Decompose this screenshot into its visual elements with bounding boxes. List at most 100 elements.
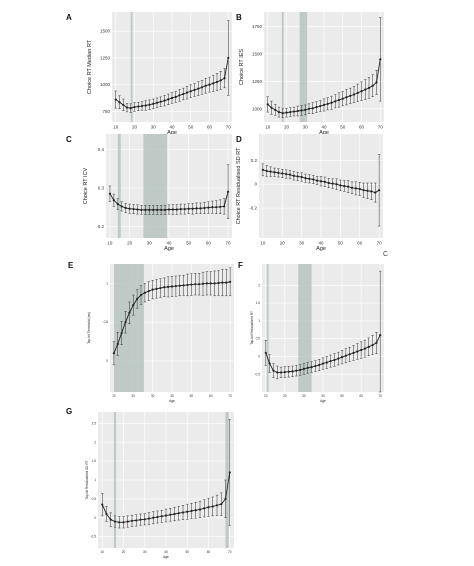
data-point [287, 370, 290, 373]
data-point [325, 361, 328, 364]
x-tick-label: 40 [170, 394, 174, 398]
data-point [224, 497, 227, 500]
data-point [148, 103, 151, 106]
data-point [108, 192, 112, 195]
data-point [129, 107, 132, 110]
data-point [352, 93, 356, 96]
x-tick-label: 70 [226, 241, 232, 246]
data-point [323, 180, 326, 183]
y-tick-label: 2.5 [92, 421, 97, 425]
data-point [173, 512, 176, 516]
data-point [302, 367, 306, 370]
data-point [352, 351, 355, 354]
stray-panel-label: C [383, 251, 388, 258]
y-tick-label: 1250 [252, 79, 263, 84]
data-point [364, 88, 367, 91]
data-point [170, 96, 174, 100]
data-point [285, 172, 288, 176]
data-point [182, 284, 185, 287]
data-point [170, 285, 174, 288]
data-point [174, 95, 177, 99]
y-axis-title: Tap-hit Residualised RT [250, 311, 254, 345]
x-tick-label: 40 [321, 125, 327, 130]
data-point [269, 170, 272, 173]
data-point [227, 56, 230, 60]
data-point [125, 106, 129, 109]
data-point [174, 285, 177, 288]
data-point [296, 175, 299, 178]
highlight-band [281, 12, 284, 122]
data-point [354, 187, 357, 190]
data-point [343, 184, 346, 188]
data-point [194, 509, 197, 512]
chart-panel-c: 10 20 30 40 50 60 70 0.2 0.3 0.4 Age Choice RT ICV C [66, 134, 232, 252]
y-axis-title: Choice RT IES [239, 49, 245, 86]
data-point [221, 281, 224, 284]
panel-letter-g: G [66, 407, 72, 416]
data-point [340, 356, 344, 359]
y-tick-label: 0.5 [256, 337, 261, 341]
x-tick-label: 20 [280, 241, 286, 246]
x-tick-label: 60 [359, 394, 363, 398]
x-tick-label: 70 [377, 241, 383, 246]
y-tick-label: 0 [258, 355, 260, 359]
data-point [144, 208, 147, 211]
data-point [163, 286, 166, 289]
data-point [183, 208, 186, 211]
data-point [190, 283, 193, 286]
data-point [160, 208, 163, 211]
data-point [208, 83, 211, 86]
panel-letter-b: B [236, 13, 242, 22]
x-tick-label: 70 [228, 394, 232, 398]
data-point [194, 283, 197, 286]
y-axis-title: Tap-hit Threshold (ms) [87, 312, 91, 344]
data-point [186, 283, 189, 287]
data-point [272, 369, 275, 372]
data-point [292, 110, 296, 113]
data-point [217, 281, 220, 285]
data-point [304, 108, 307, 111]
data-point [144, 104, 147, 107]
data-point [207, 206, 210, 209]
panel-letter-d: D [236, 135, 242, 144]
data-point [333, 358, 336, 362]
data-point [349, 94, 352, 97]
data-point [205, 282, 208, 285]
data-point [337, 357, 340, 360]
x-tick-label: 20 [131, 394, 135, 398]
data-point [124, 206, 127, 210]
y-tick-label: -0.5 [255, 372, 261, 376]
y-axis-title: Choice RT ICV [83, 167, 89, 204]
data-point [177, 512, 180, 515]
data-point [219, 205, 222, 208]
data-point [367, 345, 370, 348]
data-point [152, 102, 155, 105]
data-point [331, 182, 334, 185]
x-tick-label: 60 [206, 241, 212, 246]
data-point [329, 359, 332, 363]
data-point [169, 513, 172, 516]
data-point [122, 521, 125, 524]
data-point [182, 92, 185, 96]
data-point [334, 100, 337, 103]
data-point [167, 285, 170, 288]
data-point [178, 284, 181, 287]
data-point [175, 208, 178, 211]
x-tick-label: 40 [164, 550, 168, 554]
data-point [193, 88, 196, 92]
x-tick-label: 20 [122, 550, 126, 554]
data-point [132, 304, 135, 307]
data-point [112, 199, 115, 202]
data-point [140, 208, 143, 211]
data-point [345, 96, 348, 99]
x-axis-title: Age [320, 399, 326, 403]
chart-panel-b: 10 20 30 40 50 60 70 1000 1250 1500 1750 Age Choice … [236, 12, 384, 136]
data-point [276, 371, 279, 374]
data-point [126, 520, 129, 523]
y-tick-label: 0 [106, 359, 108, 363]
data-point [374, 191, 377, 194]
x-tick-label: 10 [107, 241, 113, 246]
panel-letter-c: C [66, 135, 72, 144]
data-point [322, 103, 326, 107]
x-tick-label: 70 [378, 125, 384, 130]
